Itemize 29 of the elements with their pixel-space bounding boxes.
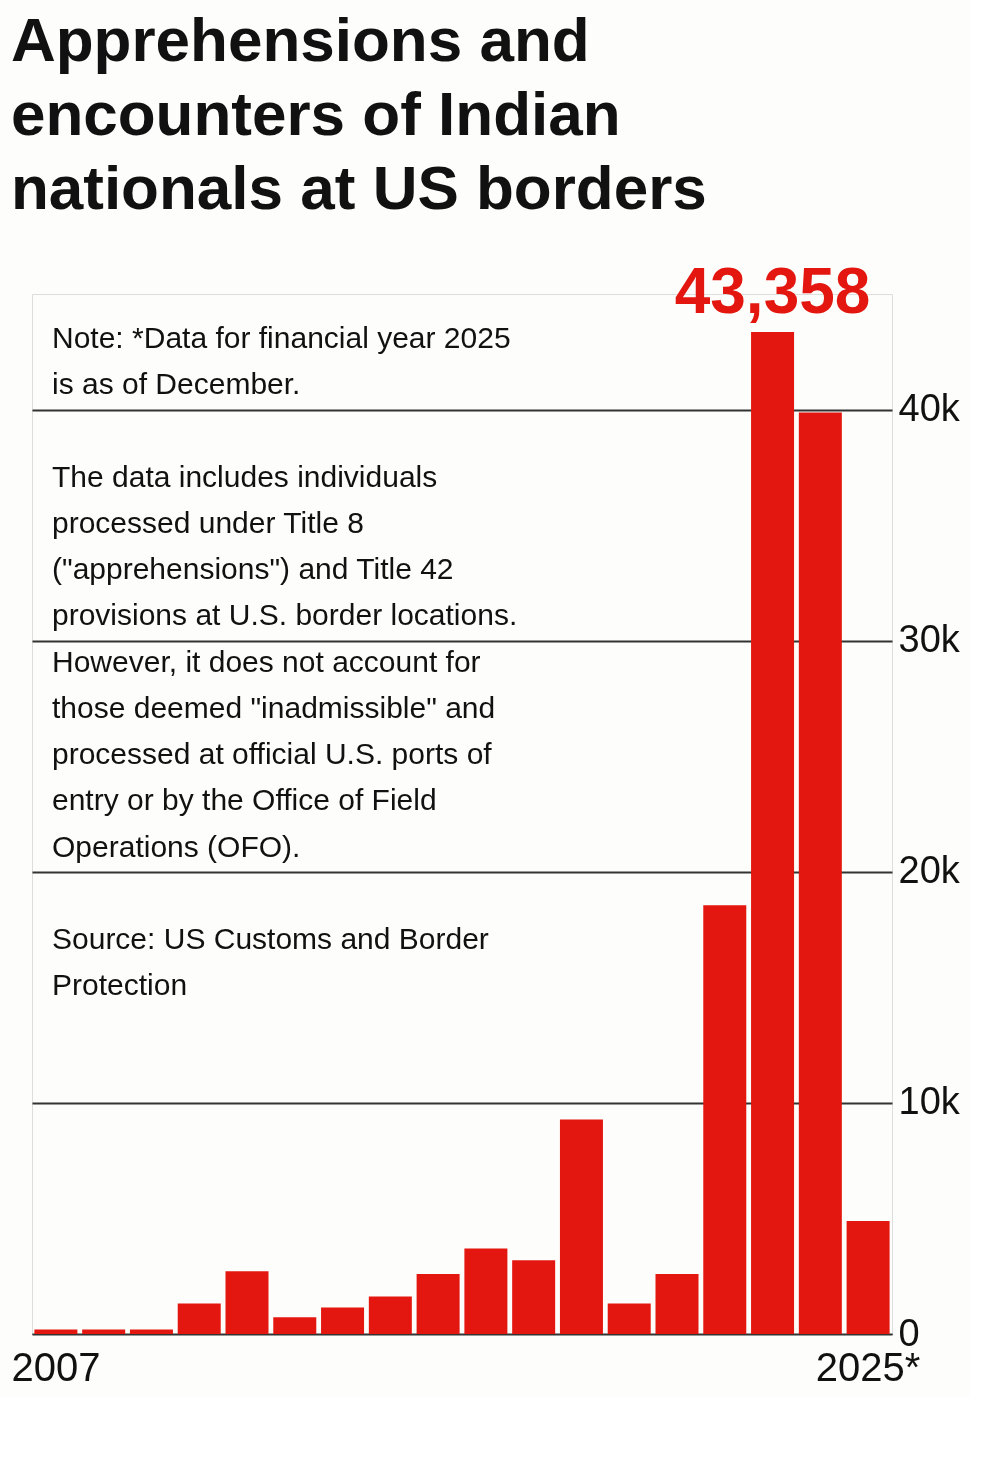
chart-title: Apprehensions and encounters of Indian nationals at US borders: [10, 4, 707, 222]
bar: [368, 1296, 412, 1334]
bar: [321, 1307, 365, 1334]
bar: [703, 905, 747, 1334]
bar: [416, 1273, 460, 1334]
y-tick-label: 0: [898, 1311, 920, 1354]
x-tick-label: 2007: [11, 1344, 101, 1389]
bar: [607, 1303, 651, 1334]
y-tick-label: 40k: [898, 387, 961, 430]
bar: [273, 1317, 317, 1334]
bar: [655, 1273, 699, 1334]
bar: [177, 1303, 221, 1334]
annotation: Source: US Customs and Border Protection: [52, 922, 489, 1002]
y-tick-label: 20k: [898, 849, 961, 892]
y-tick-label: 30k: [898, 618, 961, 661]
text: The data includes individuals processed under Title 8 ("apprehensions") and Title 42 provisions at U.S. border locations. However, it does not account for those deemed "inadmissible" and processed at official U.S. ports of entry or by the Office of Field Operations (OFO).: [52, 459, 518, 863]
bar: [559, 1119, 603, 1334]
bar: [464, 1248, 508, 1334]
bar: [798, 412, 842, 1334]
bar: [225, 1271, 269, 1334]
bar: [512, 1260, 556, 1334]
data-label: 43,358: [674, 254, 871, 327]
bar: [129, 1329, 173, 1334]
bar: [846, 1220, 890, 1334]
annotation: Note: *Data for financial year 2025 is as of December.: [52, 321, 511, 401]
bar: [34, 1329, 78, 1334]
bar: [751, 331, 795, 1334]
bar: [82, 1329, 126, 1334]
y-tick-label: 10k: [898, 1080, 961, 1123]
